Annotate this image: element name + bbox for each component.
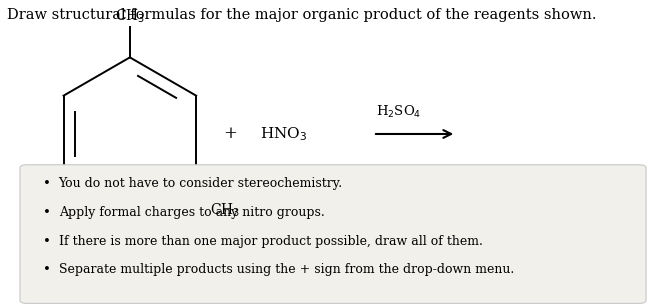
Text: Separate multiple products using the + sign from the drop-down menu.: Separate multiple products using the + s…: [59, 263, 514, 277]
Text: CH$_3$: CH$_3$: [210, 201, 240, 219]
Text: If there is more than one major product possible, draw all of them.: If there is more than one major product …: [59, 235, 482, 248]
Text: •: •: [43, 235, 51, 248]
Text: •: •: [43, 206, 51, 219]
Text: •: •: [43, 177, 51, 190]
Text: CH$_3$: CH$_3$: [115, 8, 145, 25]
Text: •: •: [43, 263, 51, 277]
Text: +: +: [223, 125, 236, 143]
Text: You do not have to consider stereochemistry.: You do not have to consider stereochemis…: [59, 177, 343, 190]
Text: Draw structural formulas for the major organic product of the reagents shown.: Draw structural formulas for the major o…: [7, 8, 596, 22]
Text: H$_2$SO$_4$: H$_2$SO$_4$: [376, 104, 422, 120]
FancyBboxPatch shape: [20, 165, 646, 303]
Text: HNO$_3$: HNO$_3$: [260, 125, 307, 143]
Text: Apply formal charges to any nitro groups.: Apply formal charges to any nitro groups…: [59, 206, 324, 219]
